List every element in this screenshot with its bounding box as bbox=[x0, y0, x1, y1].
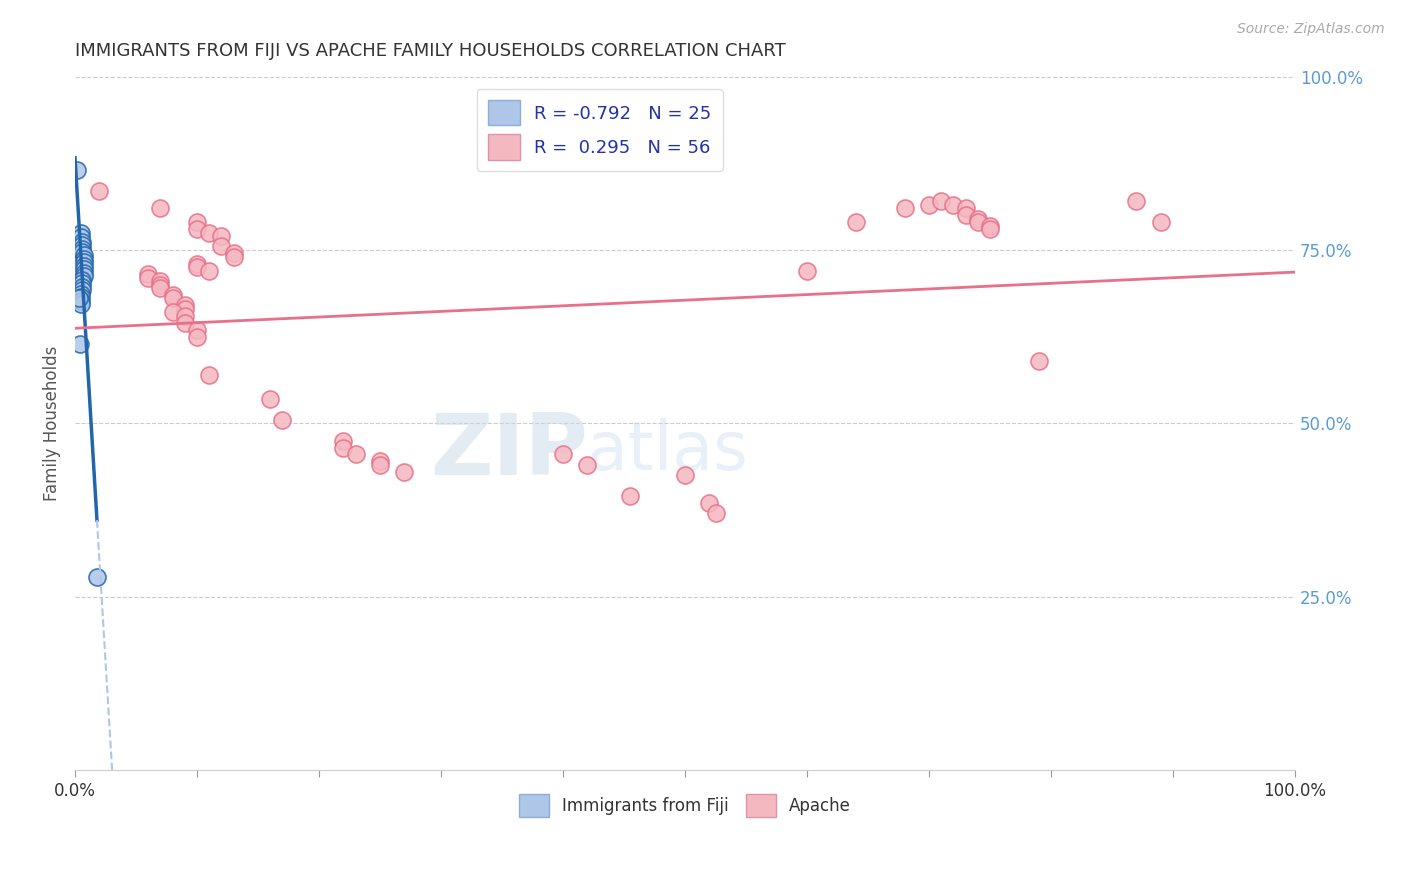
Point bbox=[955, 202, 977, 216]
Point bbox=[1028, 354, 1050, 368]
Point bbox=[551, 448, 574, 462]
Point bbox=[72, 245, 94, 260]
Point bbox=[186, 215, 208, 229]
Point bbox=[72, 277, 94, 291]
Point bbox=[72, 279, 94, 293]
Point bbox=[271, 413, 294, 427]
Point bbox=[149, 281, 172, 295]
Point bbox=[186, 323, 208, 337]
Point bbox=[72, 235, 94, 249]
Point bbox=[198, 264, 221, 278]
Point bbox=[72, 283, 94, 297]
Point bbox=[699, 496, 721, 510]
Point bbox=[173, 309, 195, 323]
Point bbox=[149, 277, 172, 292]
Point bbox=[89, 184, 111, 198]
Y-axis label: Family Households: Family Households bbox=[44, 345, 60, 501]
Point bbox=[162, 288, 184, 302]
Point bbox=[149, 274, 172, 288]
Point bbox=[966, 211, 988, 226]
Point bbox=[332, 441, 354, 455]
Point bbox=[955, 208, 977, 222]
Point bbox=[136, 267, 159, 281]
Point bbox=[1150, 215, 1173, 229]
Point bbox=[222, 246, 245, 260]
Point bbox=[70, 297, 93, 311]
Point bbox=[704, 507, 727, 521]
Point bbox=[186, 222, 208, 236]
Text: IMMIGRANTS FROM FIJI VS APACHE FAMILY HOUSEHOLDS CORRELATION CHART: IMMIGRANTS FROM FIJI VS APACHE FAMILY HO… bbox=[75, 42, 786, 60]
Point bbox=[86, 570, 108, 584]
Point bbox=[72, 255, 94, 269]
Point bbox=[70, 226, 93, 240]
Point bbox=[72, 262, 94, 277]
Point bbox=[368, 454, 391, 468]
Point bbox=[70, 230, 93, 244]
Point bbox=[162, 305, 184, 319]
Point bbox=[893, 202, 915, 216]
Point bbox=[72, 259, 94, 273]
Point bbox=[576, 458, 599, 472]
Point bbox=[72, 252, 94, 266]
Point bbox=[845, 215, 868, 229]
Point bbox=[173, 301, 195, 316]
Point bbox=[368, 458, 391, 472]
Point bbox=[979, 219, 1001, 233]
Point bbox=[619, 489, 641, 503]
Point bbox=[72, 266, 94, 280]
Text: ZIP: ZIP bbox=[430, 409, 588, 492]
Point bbox=[344, 448, 367, 462]
Point bbox=[162, 292, 184, 306]
Point bbox=[673, 468, 696, 483]
Point bbox=[942, 198, 965, 212]
Point bbox=[70, 286, 93, 301]
Point bbox=[796, 264, 818, 278]
Text: Source: ZipAtlas.com: Source: ZipAtlas.com bbox=[1237, 22, 1385, 37]
Point bbox=[332, 434, 354, 448]
Point bbox=[209, 239, 232, 253]
Point bbox=[72, 242, 94, 256]
Point bbox=[66, 163, 89, 178]
Legend: Immigrants from Fiji, Apache: Immigrants from Fiji, Apache bbox=[512, 787, 858, 824]
Point bbox=[918, 198, 941, 212]
Point bbox=[186, 329, 208, 343]
Point bbox=[72, 273, 94, 287]
Point bbox=[1125, 194, 1147, 209]
Point bbox=[72, 248, 94, 262]
Point bbox=[394, 465, 416, 479]
Point bbox=[173, 298, 195, 312]
Text: atlas: atlas bbox=[588, 418, 748, 484]
Point bbox=[198, 226, 221, 240]
Point bbox=[173, 316, 195, 330]
Point bbox=[198, 368, 221, 382]
Point bbox=[149, 202, 172, 216]
Point bbox=[929, 194, 952, 209]
Point bbox=[209, 229, 232, 244]
Point bbox=[222, 250, 245, 264]
Point bbox=[186, 260, 208, 275]
Point bbox=[259, 392, 281, 406]
Point bbox=[72, 269, 94, 284]
Point bbox=[69, 336, 91, 351]
Point bbox=[979, 222, 1001, 236]
Point bbox=[72, 238, 94, 252]
Point bbox=[186, 257, 208, 271]
Point bbox=[966, 215, 988, 229]
Point bbox=[70, 293, 93, 308]
Point bbox=[136, 270, 159, 285]
Point bbox=[67, 292, 90, 306]
Point bbox=[70, 290, 93, 304]
